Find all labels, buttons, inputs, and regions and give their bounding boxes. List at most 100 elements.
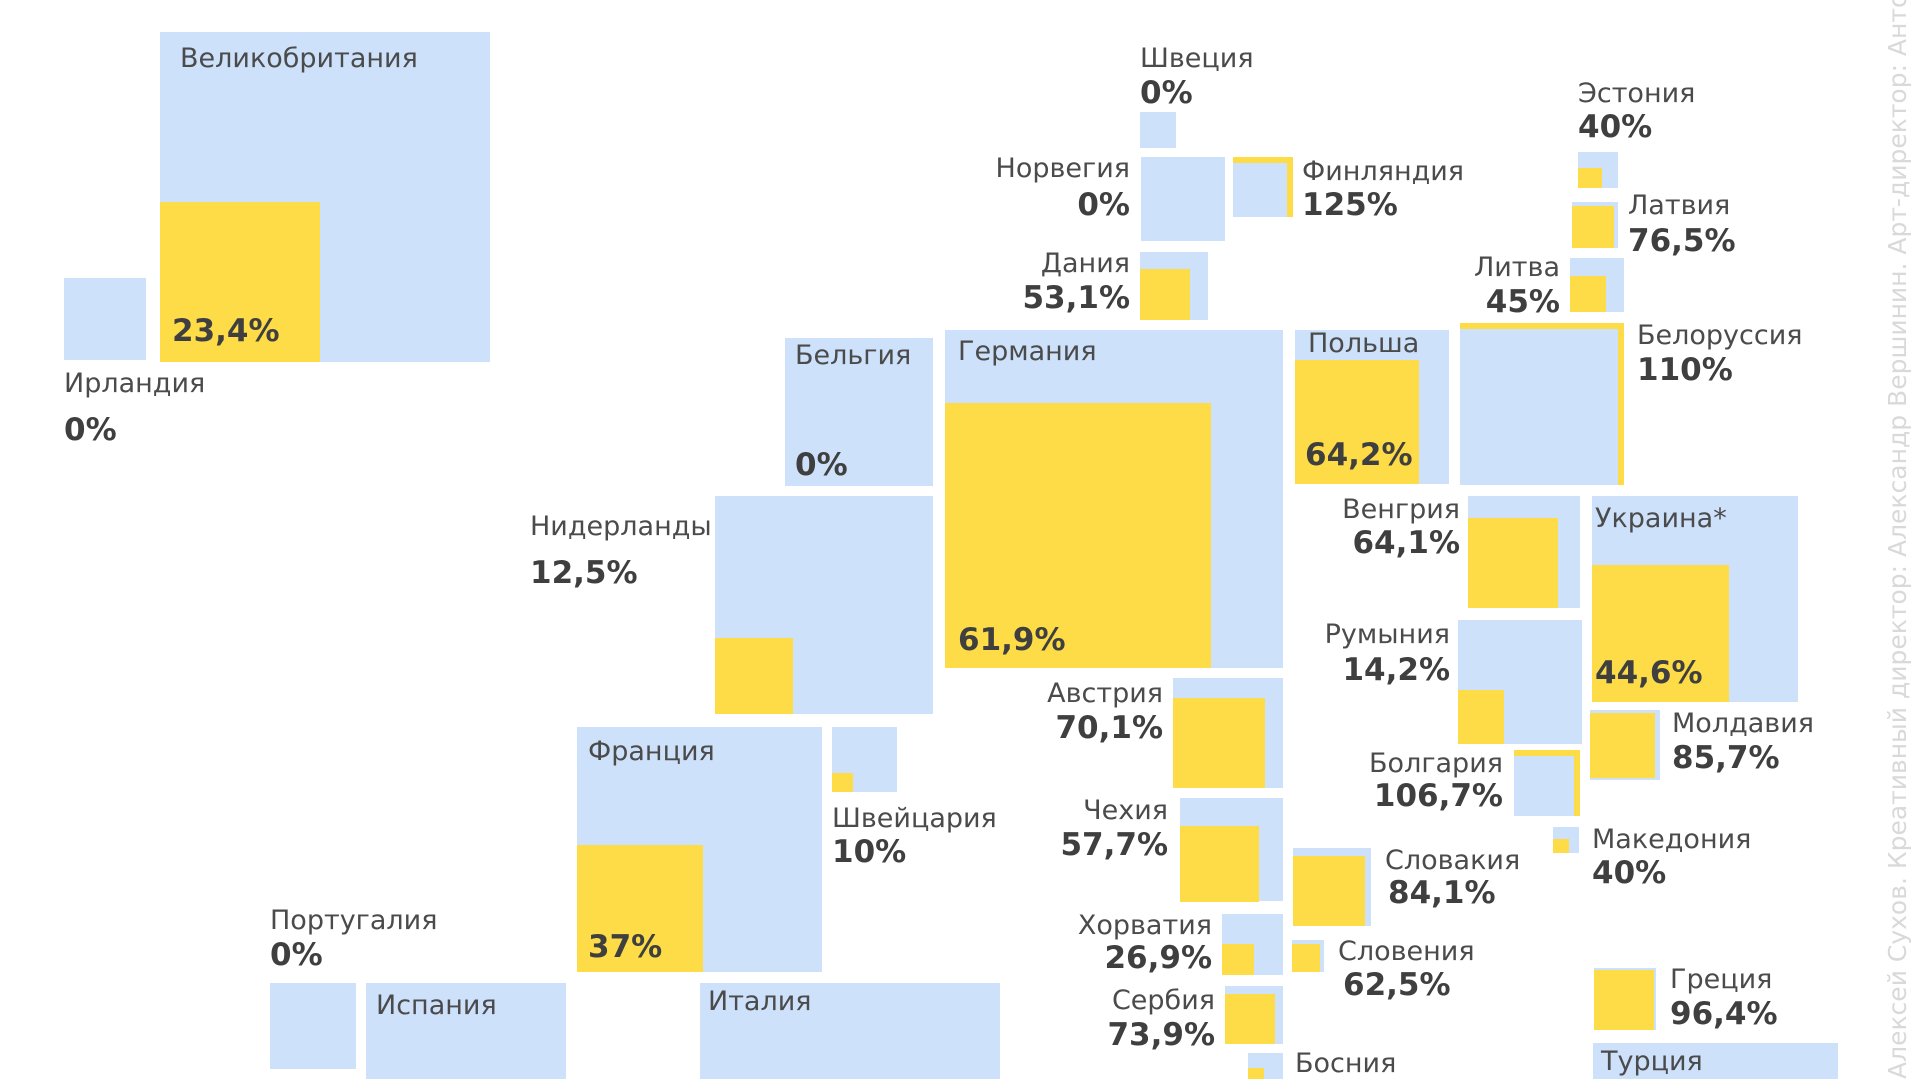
fill-uk: [160, 202, 320, 362]
fill-moldova: [1590, 713, 1655, 778]
label-italy: Италия: [708, 986, 812, 1017]
square-portugal: [270, 983, 356, 1069]
fill-croatia: [1222, 944, 1254, 975]
label-sweden: Швеция: [1140, 43, 1254, 74]
fill-denmark: [1140, 269, 1190, 320]
fill-macedonia: [1553, 839, 1569, 853]
percent-latvia: 76,5%: [1628, 223, 1736, 259]
percent-bulgaria: 106,7%: [1373, 778, 1503, 814]
credit-text: Алексей Сухов. Креативный директор: Алек…: [1883, 0, 1912, 1079]
percent-denmark: 53,1%: [1022, 280, 1130, 316]
label-latvia: Латвия: [1628, 190, 1731, 221]
label-denmark: Дания: [1040, 248, 1130, 279]
fill-greece: [1594, 970, 1654, 1030]
percent-netherlands: 12,5%: [530, 555, 638, 591]
label-spain: Испания: [376, 990, 497, 1021]
fill-germany: [945, 403, 1211, 668]
fill-switzerland: [832, 773, 853, 792]
fill-estonia: [1578, 168, 1602, 188]
fill-latvia: [1572, 206, 1614, 248]
label-turkey: Турция: [1601, 1046, 1703, 1077]
percent-germany: 61,9%: [958, 622, 1066, 658]
fill-serbia: [1225, 994, 1275, 1044]
label-croatia: Хорватия: [1077, 910, 1212, 941]
square-ireland: [64, 278, 146, 360]
percent-slovenia: 62,5%: [1343, 967, 1451, 1003]
fill-bosnia: [1248, 1068, 1264, 1079]
percent-hungary: 64,1%: [1352, 525, 1460, 561]
fill-france: [577, 845, 703, 972]
percent-poland: 64,2%: [1305, 437, 1413, 473]
label-slovakia: Словакия: [1385, 845, 1521, 876]
percent-austria: 70,1%: [1055, 710, 1163, 746]
label-switzerland: Швейцария: [832, 803, 997, 834]
label-czechia: Чехия: [1083, 795, 1168, 826]
percent-lithuania: 45%: [1485, 284, 1560, 320]
square-sweden: [1140, 112, 1176, 148]
percent-france: 37%: [588, 929, 663, 965]
percent-belarus: 110%: [1637, 352, 1733, 388]
label-ukraine: Украина*: [1595, 503, 1727, 534]
percent-norway: 0%: [1077, 187, 1130, 223]
fill-finland: [1233, 157, 1293, 217]
percent-uk: 23,4%: [172, 313, 280, 349]
label-austria: Австрия: [1047, 678, 1163, 709]
square-belarus: [1460, 323, 1624, 485]
fill-czechia: [1180, 826, 1259, 902]
label-slovenia: Словения: [1338, 936, 1475, 967]
label-serbia: Сербия: [1111, 985, 1215, 1016]
label-poland: Польша: [1308, 328, 1420, 359]
fill-ukraine: [1592, 565, 1729, 702]
percent-switzerland: 10%: [832, 834, 907, 870]
fill-austria: [1173, 698, 1265, 788]
square-finland: [1233, 157, 1293, 217]
percent-ireland: 0%: [64, 412, 117, 448]
fill-belarus: [1460, 323, 1624, 485]
percent-belgium: 0%: [795, 447, 848, 483]
fill-poland: [1295, 360, 1419, 484]
square-italy: [700, 983, 1000, 1079]
label-moldova: Молдавия: [1672, 708, 1814, 739]
fill-slovenia: [1292, 944, 1320, 972]
label-netherlands: Нидерланды: [530, 511, 712, 542]
percent-moldova: 85,7%: [1672, 740, 1780, 776]
fill-netherlands: [715, 638, 793, 714]
square-norway: [1141, 157, 1225, 241]
label-france: Франция: [588, 736, 715, 767]
label-lithuania: Литва: [1473, 252, 1560, 283]
label-ireland: Ирландия: [64, 368, 206, 399]
fill-hungary: [1468, 518, 1558, 608]
square-belgium: [785, 338, 933, 486]
percent-portugal: 0%: [270, 937, 323, 973]
label-estonia: Эстония: [1578, 78, 1696, 109]
label-bosnia: Босния: [1295, 1048, 1397, 1079]
percent-macedonia: 40%: [1592, 855, 1667, 891]
percent-czechia: 57,7%: [1060, 827, 1168, 863]
label-germany: Германия: [958, 336, 1097, 367]
label-uk: Великобритания: [180, 43, 418, 74]
label-norway: Норвегия: [995, 153, 1130, 184]
label-finland: Финляндия: [1302, 156, 1465, 187]
label-macedonia: Македония: [1592, 824, 1752, 855]
fill-bulgaria: [1514, 750, 1580, 816]
square-turkey: [1593, 1043, 1838, 1079]
label-belarus: Белоруссия: [1637, 320, 1803, 351]
fill-slovakia: [1293, 856, 1365, 926]
percent-greece: 96,4%: [1670, 996, 1778, 1032]
percent-croatia: 26,9%: [1104, 940, 1212, 976]
label-bulgaria: Болгария: [1369, 748, 1503, 779]
label-greece: Греция: [1670, 964, 1773, 995]
percent-romania: 14,2%: [1342, 652, 1450, 688]
label-romania: Румыния: [1324, 619, 1450, 650]
fill-lithuania: [1570, 276, 1606, 312]
percent-ukraine: 44,6%: [1595, 655, 1703, 691]
percent-sweden: 0%: [1140, 75, 1193, 111]
label-belgium: Бельгия: [795, 340, 912, 371]
percent-serbia: 73,9%: [1107, 1017, 1215, 1053]
square-spain: [366, 983, 566, 1079]
fill-romania: [1458, 690, 1504, 744]
percent-estonia: 40%: [1578, 109, 1653, 145]
percent-finland: 125%: [1302, 187, 1398, 223]
square-bulgaria: [1514, 750, 1580, 816]
